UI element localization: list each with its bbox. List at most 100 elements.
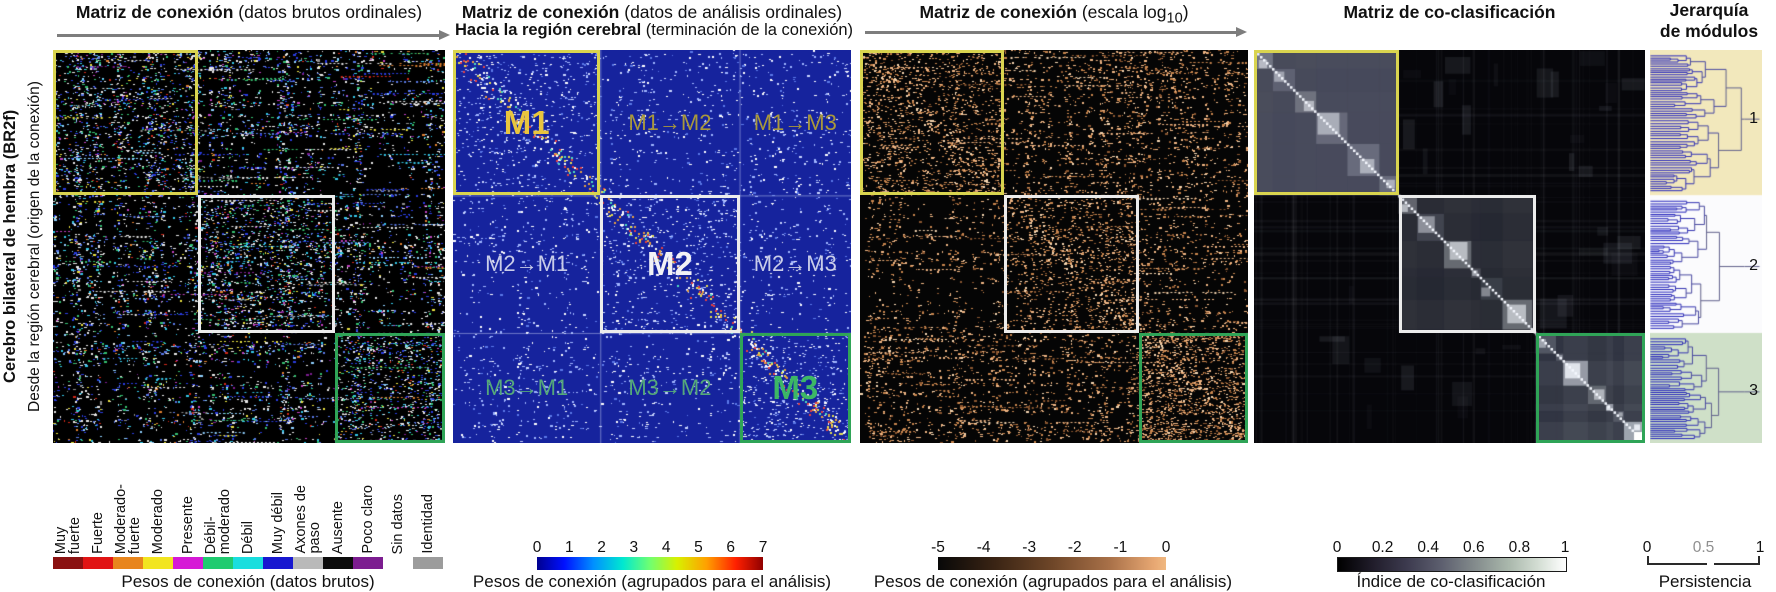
legend-item: Ausente [323, 446, 353, 554]
legend-item: Identidad [413, 446, 443, 554]
module-block-label: M2→M1 [485, 251, 569, 277]
module-block-label: M3→M1 [485, 374, 569, 400]
legend-item-label: Moderado [150, 488, 166, 554]
legend-color-swatch [413, 557, 443, 569]
legend-color-swatch [53, 557, 83, 569]
panel3-title-bold: Matriz de conexión [919, 2, 1077, 22]
tick-label: 0.2 [1371, 539, 1394, 556]
matrix-coclassification [1254, 50, 1645, 443]
legend-item-label: Axones de paso [293, 485, 323, 554]
tick-label: 0 [1642, 539, 1652, 556]
legend-item-label: Moderado- fuerte [113, 483, 143, 554]
tick-label: -1 [1113, 539, 1128, 556]
panel3-title: Matriz de conexión (escala log10) [860, 2, 1248, 27]
tick-label: 0 [532, 539, 542, 556]
legend-item: Poco claro [353, 446, 383, 554]
matrix-coclassification-canvas [1254, 50, 1645, 443]
module-block-label: M1→M3 [753, 109, 837, 135]
raw-weights-legend-caption: Pesos de conexión (datos brutos) [121, 572, 375, 591]
module-hierarchy-dendrogram: 1 2 3 [1650, 50, 1762, 443]
tick-label: 0.8 [1508, 539, 1531, 556]
log-colorbar-ticks: -5 -4 -3 -2 -1 0 [931, 539, 1170, 556]
legend-color-swatch [293, 557, 323, 569]
legend-item: Moderado- fuerte [113, 446, 143, 554]
legend-color-swatch [113, 557, 143, 569]
tick-label: 0.6 [1463, 539, 1485, 556]
legend-item: Presente [173, 446, 203, 554]
arrow-head-icon [439, 30, 450, 40]
legend-item-label: Fuerte [90, 512, 106, 554]
coclass-colorbar-caption: Índice de co-clasificación [1356, 572, 1546, 591]
top-axis-label-rest: (terminación de la conexión) [641, 21, 854, 39]
legend-color-swatch [143, 557, 173, 569]
dendrogram-module-id: 3 [1749, 382, 1758, 400]
tick-label: -2 [1067, 539, 1082, 556]
coclass-colorbar [1337, 557, 1567, 572]
panel2-title: Matriz de conexión (datos de análisis or… [453, 2, 851, 22]
legend-item: Débil [233, 446, 263, 554]
module-block-label: M2 [646, 245, 693, 283]
arrow-head-icon [1236, 27, 1247, 37]
tick-label: 0.4 [1417, 539, 1439, 556]
column-direction-arrow-2 [865, 27, 1247, 37]
analysis-colorbar-caption: Pesos de conexión (agrupados para el aná… [472, 572, 832, 591]
tick-label: 5 [694, 539, 703, 556]
arrow-shaft [57, 34, 441, 37]
tick-label: 0 [1332, 539, 1342, 556]
coclass-colorbar-ticks: 0 0.2 0.4 0.6 0.8 1 [1333, 539, 1570, 556]
persistence-axis-caption: Persistencia [1658, 572, 1752, 591]
column-direction-arrow [57, 30, 450, 40]
legend-color-swatch [83, 557, 113, 569]
raw-weights-legend-strip [53, 557, 443, 569]
legend-item-label: Poco claro [360, 485, 376, 554]
panel2-title-bold: Matriz de conexión [461, 2, 620, 22]
tick-label: -3 [1022, 539, 1037, 556]
log-colorbar [938, 557, 1166, 570]
legend-color-swatch [323, 557, 353, 569]
analysis-colorbar [537, 557, 763, 570]
tick-label: -4 [976, 539, 991, 556]
dendrogram-module-id: 2 [1749, 257, 1758, 275]
matrix-log-scale-canvas [860, 50, 1248, 443]
tick-label: 4 [661, 539, 671, 556]
legend-item-label: Muy débil [270, 491, 286, 554]
module-block-label: M1→M2 [628, 109, 712, 135]
tick-label: 1 [564, 539, 574, 556]
panel4-title-text: Matriz de co-clasificación [1343, 2, 1556, 22]
legend-item: Débil- moderado [203, 446, 233, 554]
tick-label: 1 [1755, 539, 1765, 556]
panel1-title: Matriz de conexión (datos brutos ordinal… [53, 2, 445, 22]
log-colorbar-caption: Pesos de conexión (agrupados para el aná… [873, 572, 1233, 591]
panel5-title-line1: Jerarquía [1669, 0, 1749, 20]
legend-item-label: Sin datos [390, 493, 406, 554]
legend-item-label: Débil- moderado [203, 488, 233, 554]
tick-label: 1 [1560, 539, 1570, 556]
legend-color-swatch [263, 557, 293, 569]
tick-label: 0.5 [1692, 539, 1715, 556]
panel5-title: Jerarquía de módulos [1642, 0, 1776, 42]
top-axis-label: Hacia la región cerebral (terminación de… [455, 21, 853, 41]
matrix-log-scale [860, 50, 1248, 443]
top-axis-label-bold: Hacia la región cerebral [455, 21, 642, 39]
legend-item: Moderado [143, 446, 173, 554]
tick-label: -5 [931, 539, 945, 556]
panel2-title-rest: (datos de análisis ordinales) [619, 2, 843, 22]
matrix-analysis-ordinal: M1 M1→M2 M1→M3 M2→M1 M2 M2→M3 M3→M1 M3→M2 M3 [453, 50, 851, 443]
tick-label: 2 [597, 539, 606, 556]
legend-color-swatch [233, 557, 263, 569]
legend-color-swatch [383, 557, 413, 569]
legend-color-swatch [203, 557, 233, 569]
panel5-title-line2: de módulos [1659, 21, 1759, 41]
panel1-title-bold: Matriz de conexión [75, 2, 234, 22]
left-axis-label: Desde la región cerebral (origen de la c… [26, 81, 43, 412]
legend-item-label: Débil [240, 520, 256, 554]
legend-color-swatch [353, 557, 383, 569]
matrix-raw-ordinal [53, 50, 445, 443]
legend-color-swatch [173, 557, 203, 569]
dendrogram-canvas [1650, 50, 1762, 443]
tick-label: 0 [1161, 539, 1171, 556]
panel4-title: Matriz de co-clasificación [1254, 2, 1645, 22]
tick-label: 7 [758, 539, 768, 556]
legend-item: Axones de paso [293, 446, 323, 554]
